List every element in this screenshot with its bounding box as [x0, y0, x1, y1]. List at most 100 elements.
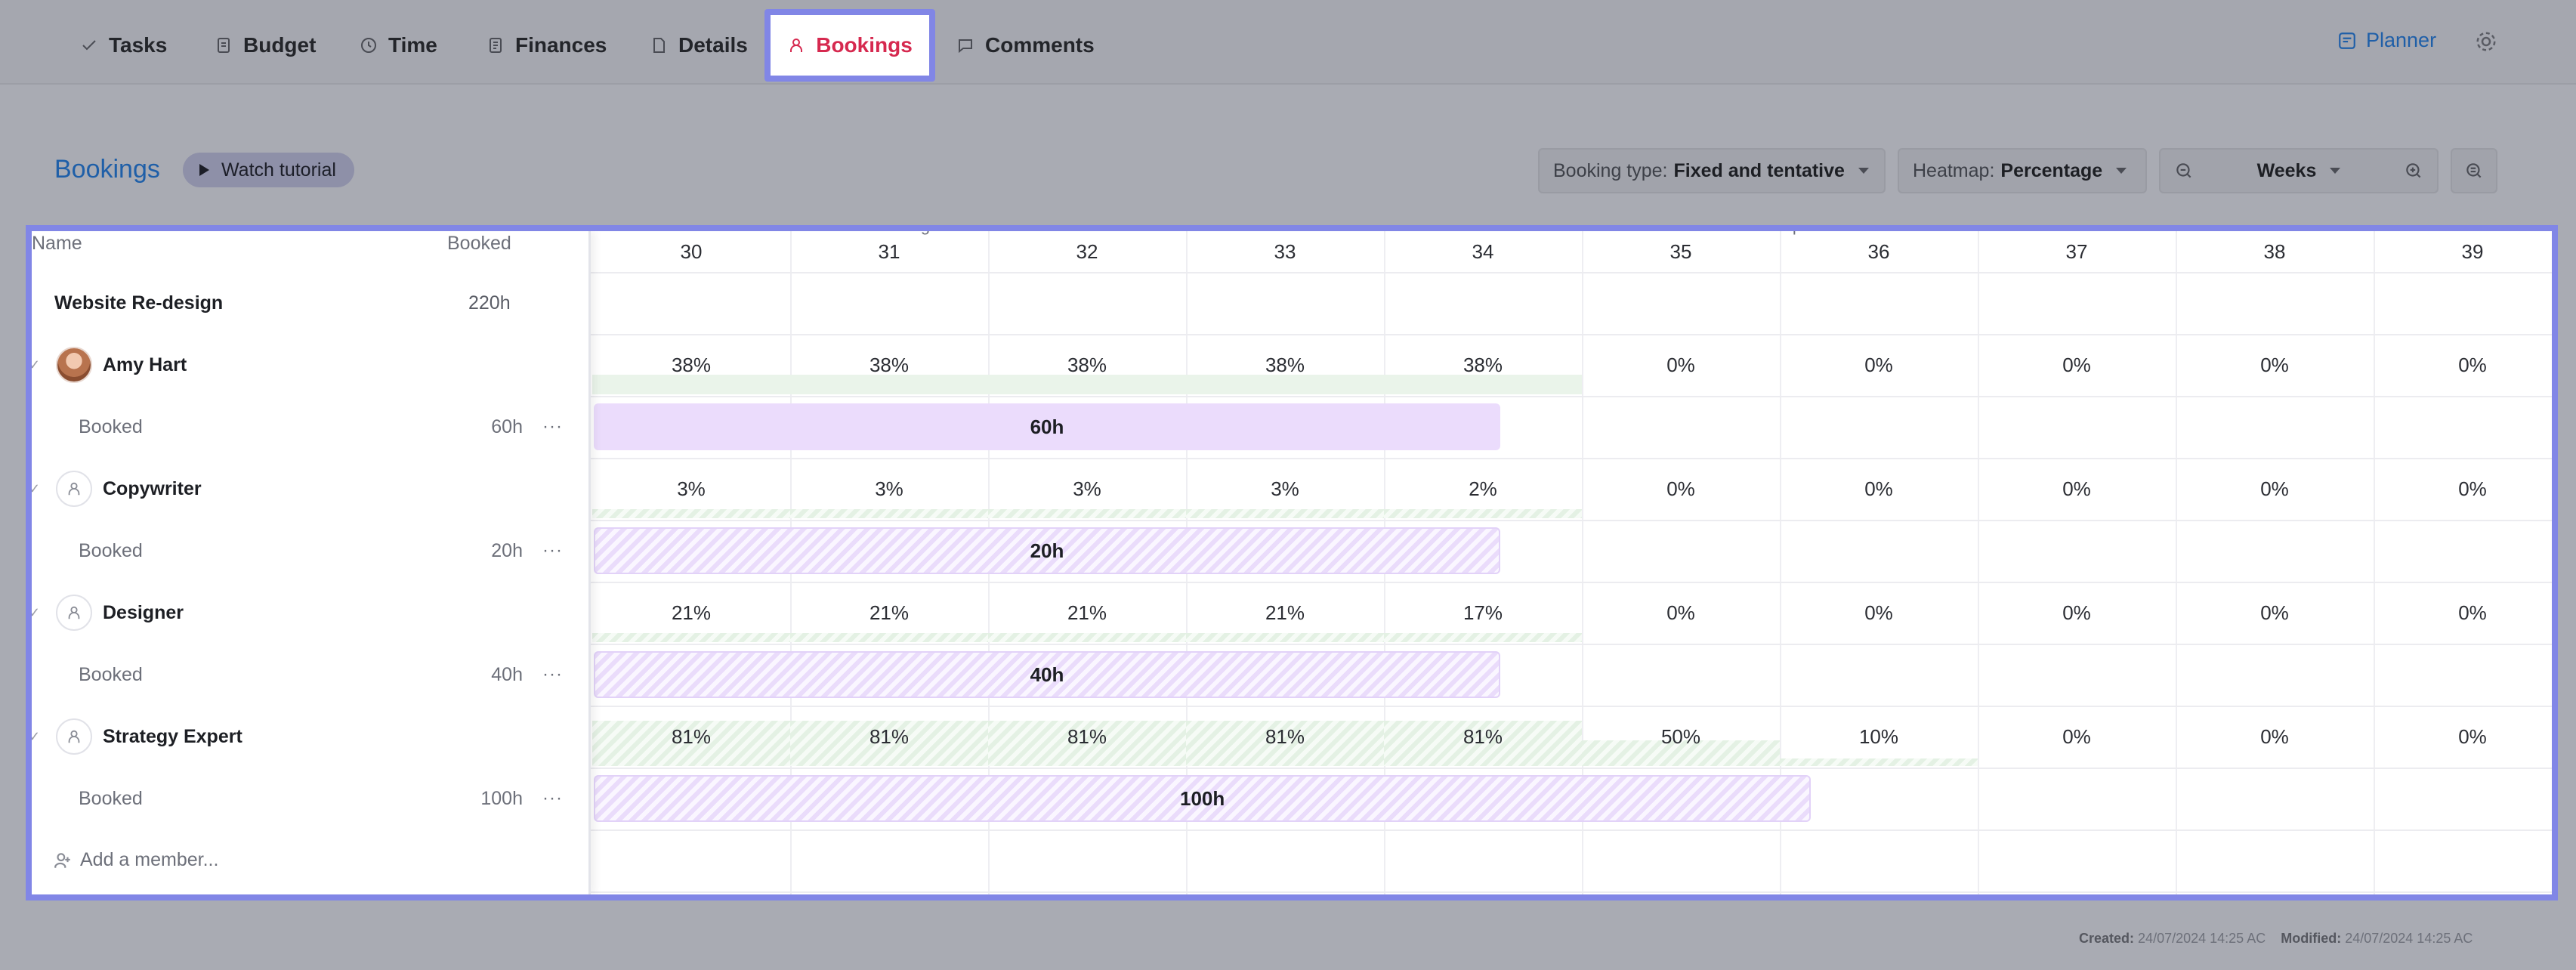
planner-button[interactable]: Planner — [2337, 29, 2436, 52]
more-options-icon[interactable]: ··· — [542, 664, 563, 684]
heat-cell — [1384, 633, 1582, 642]
modified-value: 24/07/2024 14:25 AC — [2345, 931, 2473, 946]
booking-bar[interactable]: 60h — [594, 403, 1500, 450]
more-options-icon[interactable]: ··· — [542, 540, 563, 561]
utilization-percent: 0% — [2458, 354, 2487, 376]
person-icon — [68, 606, 80, 619]
utilization-percent: 17% — [1463, 601, 1503, 624]
heat-cell — [592, 509, 790, 518]
booking-row[interactable]: Booked 60h ··· — [32, 396, 591, 458]
utilization-percent: 21% — [671, 601, 712, 624]
utilization-percent: 10% — [1858, 725, 1899, 748]
member-row-copywriter[interactable]: ✓ Copywriter — [32, 458, 591, 520]
tab-bookings[interactable]: Bookings — [764, 9, 935, 82]
chevron-down-icon — [2116, 168, 2127, 174]
booking-type-select[interactable]: Booking type: Fixed and tentative — [1538, 148, 1886, 193]
zoom-value: Weeks — [2256, 159, 2317, 181]
row-divider — [32, 458, 2552, 459]
member-row-amy-hart[interactable]: ✓ Amy Hart — [32, 334, 591, 396]
member-name: Strategy Expert — [103, 725, 242, 747]
tab-bar: Tasks Budget Time Finances Details Booki… — [0, 0, 2576, 85]
utilization-percent: 38% — [1265, 354, 1305, 376]
utilization-percent: 0% — [2260, 477, 2289, 500]
add-member-button[interactable]: Add a member... — [53, 849, 218, 871]
chevron-icon[interactable]: ✓ — [29, 480, 41, 496]
heatmap-label: Heatmap: — [1913, 159, 1995, 181]
utilization-percent: 50% — [1660, 725, 1701, 748]
zoom-select[interactable]: Weeks — [2257, 160, 2341, 182]
watch-tutorial-label: Watch tutorial — [221, 159, 336, 181]
heat-cell — [790, 721, 988, 766]
zoom-in-icon[interactable] — [2404, 161, 2423, 181]
row-divider — [32, 582, 2552, 583]
utilization-percent: 0% — [2062, 601, 2091, 624]
booking-bar[interactable]: 20h — [594, 527, 1500, 574]
person-icon — [68, 482, 80, 496]
booking-row[interactable]: Booked 100h ··· — [32, 768, 591, 829]
week-number: 39 — [2461, 240, 2484, 263]
modified-label: Modified: — [2281, 931, 2342, 946]
chevron-icon[interactable]: ✓ — [29, 357, 41, 372]
watch-tutorial-button[interactable]: Watch tutorial — [183, 153, 354, 187]
heat-cell — [988, 721, 1186, 766]
tab-finances[interactable]: Finances — [486, 9, 607, 82]
heat-cell — [790, 509, 988, 518]
chevron-down-icon — [1858, 168, 1869, 174]
utilization-percent: 3% — [875, 477, 903, 500]
project-name: Website Re-design — [54, 292, 224, 314]
more-options-icon[interactable]: ··· — [542, 788, 563, 808]
week-number: 37 — [2065, 240, 2088, 263]
booking-type-label: Booking type: — [1553, 159, 1668, 181]
row-divider — [32, 829, 2552, 831]
tab-comments[interactable]: Comments — [956, 9, 1095, 82]
chevron-icon[interactable]: ✓ — [29, 604, 41, 620]
member-row-designer[interactable]: ✓ Designer — [32, 582, 591, 644]
utilization-percent: 38% — [1463, 354, 1503, 376]
heat-cell — [1582, 740, 1780, 766]
utilization-percent: 2% — [1469, 477, 1497, 500]
row-divider — [32, 272, 2552, 273]
tab-label: Finances — [515, 33, 607, 57]
timeline-grid: August September 30 31 32 33 34 35 36 37 38 39 38%… — [32, 231, 2552, 894]
row-divider — [32, 706, 2552, 707]
booking-row[interactable]: Booked 20h ··· — [32, 520, 591, 582]
row-divider — [32, 334, 2552, 335]
heat-cell — [1384, 509, 1582, 518]
project-row[interactable]: Website Re-design 220h — [32, 272, 591, 334]
tab-label: Details — [678, 33, 748, 57]
booking-bar[interactable]: 40h — [594, 651, 1500, 698]
add-user-icon — [54, 852, 70, 868]
booking-bar[interactable]: 100h — [594, 775, 1812, 822]
check-icon — [82, 40, 96, 51]
project-hours: 220h — [468, 292, 511, 314]
utilization-percent: 0% — [2260, 354, 2289, 376]
utilization-percent: 81% — [1265, 725, 1305, 748]
tab-tasks[interactable]: Tasks — [80, 9, 167, 82]
tab-label: Budget — [243, 33, 317, 57]
footer-meta: Created: 24/07/2024 14:25 AC Modified: 2… — [2079, 931, 2473, 947]
utilization-percent: 3% — [677, 477, 706, 500]
heat-cell — [1186, 721, 1384, 766]
booking-row[interactable]: Booked 40h ··· — [32, 644, 591, 706]
heatmap-select[interactable]: Heatmap: Percentage — [1898, 148, 2147, 193]
utilization-percent: 0% — [1864, 477, 1893, 500]
reset-zoom-button[interactable] — [2451, 148, 2497, 193]
week-divider — [2374, 231, 2375, 894]
tab-details[interactable]: Details — [650, 9, 748, 82]
week-number: 32 — [1076, 240, 1098, 263]
more-options-icon[interactable]: ··· — [542, 416, 563, 437]
play-icon — [199, 164, 209, 176]
tab-label: Time — [388, 33, 437, 57]
week-number: 38 — [2263, 240, 2286, 263]
member-row-strategy-expert[interactable]: ✓ Strategy Expert — [32, 706, 591, 768]
utilization-percent: 0% — [2458, 601, 2487, 624]
tab-label: Tasks — [109, 33, 168, 57]
chevron-icon[interactable]: ✓ — [29, 728, 41, 744]
tab-budget[interactable]: Budget — [215, 9, 316, 82]
gear-icon[interactable] — [2475, 30, 2497, 53]
zoom-out-icon[interactable] — [2174, 161, 2194, 181]
planner-label: Planner — [2366, 29, 2437, 51]
heat-cell — [1780, 758, 1978, 766]
tab-time[interactable]: Time — [360, 9, 437, 82]
heat-cell — [1384, 721, 1582, 766]
